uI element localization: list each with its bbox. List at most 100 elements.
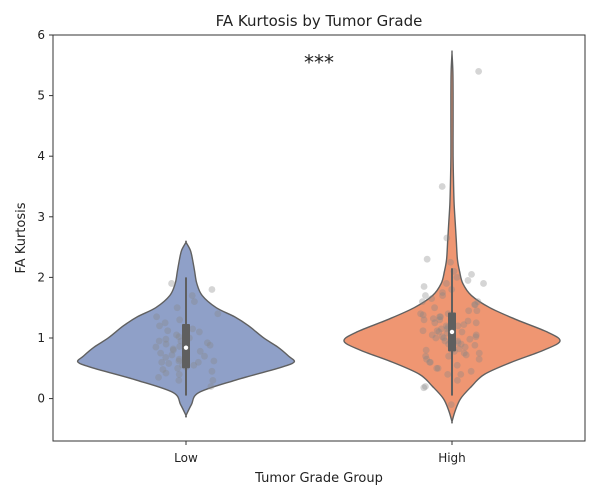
data-point-low — [152, 343, 160, 351]
median-marker-high — [449, 329, 455, 335]
y-tick-label: 0 — [37, 392, 45, 406]
data-point-high — [472, 319, 480, 327]
data-point-high — [471, 301, 479, 309]
data-point-low — [175, 370, 183, 378]
data-point-low — [174, 364, 182, 372]
data-point-high — [428, 295, 436, 302]
plot-frame — [52, 34, 586, 442]
y-axis: 0 1 2 3 4 5 6 — [37, 28, 53, 406]
violin-high — [343, 50, 561, 424]
data-point-high — [426, 358, 434, 366]
data-point-high — [441, 337, 449, 345]
data-point-low — [158, 358, 166, 366]
data-point-high — [422, 292, 429, 299]
chart-title: FA Kurtosis by Tumor Grade — [216, 12, 423, 30]
data-point-high — [436, 313, 444, 321]
data-point-high — [443, 280, 450, 287]
data-point-low — [188, 292, 196, 299]
data-point-low — [189, 325, 196, 333]
data-point-high — [433, 327, 441, 335]
data-point-high — [475, 67, 483, 75]
data-point-high — [457, 370, 465, 378]
data-point-low — [161, 319, 169, 327]
data-point-high — [473, 307, 481, 315]
data-point-high — [438, 333, 446, 341]
y-tick-label: 6 — [37, 28, 45, 42]
data-point-high — [461, 343, 469, 351]
data-point-low — [175, 377, 183, 384]
data-point-high — [439, 292, 447, 299]
data-point-high — [437, 313, 444, 321]
data-point-high — [419, 298, 426, 306]
data-point-high — [460, 321, 468, 329]
data-point-low — [176, 343, 184, 350]
data-point-high — [467, 367, 475, 375]
data-point-low — [164, 327, 172, 335]
y-tick-label: 3 — [37, 210, 45, 224]
data-point-low — [169, 346, 177, 354]
data-point-low — [175, 355, 183, 363]
data-point-low — [194, 358, 202, 366]
data-point-high — [436, 316, 444, 324]
data-point-high — [420, 384, 428, 392]
data-point-high — [453, 377, 461, 384]
data-point-high — [465, 307, 473, 315]
data-point-high — [433, 364, 441, 372]
data-point-low — [214, 310, 222, 318]
data-point-low — [175, 357, 183, 365]
data-point-low — [203, 339, 211, 347]
data-point-high — [453, 273, 461, 281]
data-point-high — [419, 327, 427, 335]
data-point-high — [423, 255, 431, 263]
data-point-high — [471, 301, 479, 309]
data-point-low — [168, 351, 176, 359]
data-point-high — [480, 280, 487, 287]
data-point-high — [462, 351, 470, 359]
data-point-low — [155, 337, 163, 345]
data-point-high — [422, 383, 429, 390]
data-point-low — [176, 316, 184, 324]
data-point-high — [444, 370, 452, 378]
data-point-low — [190, 361, 198, 369]
x-axis: Low High — [174, 441, 466, 465]
data-point-low — [162, 340, 170, 348]
data-point-low — [173, 304, 181, 312]
data-point-high — [417, 310, 424, 318]
y-tick-label: 5 — [37, 89, 45, 103]
data-point-high — [431, 304, 438, 312]
data-point-low — [156, 322, 163, 330]
data-point-low — [209, 377, 217, 384]
data-point-low — [162, 353, 170, 361]
data-point-high — [454, 322, 462, 330]
x-tick-label-low: Low — [174, 451, 198, 465]
data-point-high — [443, 234, 451, 242]
significance-annotation: *** — [304, 50, 334, 74]
data-point-low — [201, 352, 208, 360]
data-point-low — [162, 335, 170, 343]
data-point-low — [168, 280, 175, 287]
data-point-high — [428, 331, 436, 339]
median-marker-low — [183, 345, 189, 350]
data-point-high — [435, 328, 443, 336]
data-point-low — [169, 345, 177, 353]
data-point-high — [472, 333, 480, 341]
data-point-low — [195, 328, 203, 336]
data-point-low — [173, 331, 180, 339]
data-point-low — [196, 347, 204, 355]
data-point-high — [454, 339, 462, 347]
data-point-high — [439, 289, 446, 296]
data-point-high — [426, 358, 434, 366]
data-point-high — [457, 340, 465, 348]
data-point-high — [445, 352, 453, 360]
data-point-high — [471, 341, 479, 349]
y-axis-label: FA Kurtosis — [14, 202, 29, 273]
data-point-low — [155, 373, 162, 381]
data-point-high — [464, 317, 472, 325]
data-point-low — [190, 298, 198, 306]
data-point-high — [438, 183, 446, 190]
data-point-high — [422, 352, 430, 360]
data-point-high — [429, 315, 437, 322]
data-point-high — [420, 316, 428, 324]
y-tick-label: 1 — [37, 331, 45, 345]
plot-area — [76, 50, 561, 424]
